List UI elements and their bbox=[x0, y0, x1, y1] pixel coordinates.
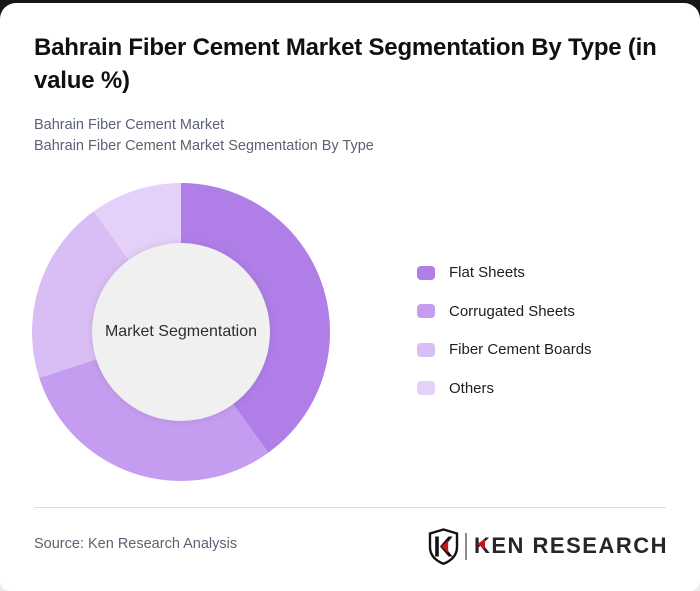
ken-research-logo: KEN RESEARCH bbox=[428, 527, 668, 565]
subtitle-line-2: Bahrain Fiber Cement Market Segmentation… bbox=[34, 138, 374, 154]
footer-divider bbox=[34, 507, 666, 508]
legend-label: Corrugated Sheets bbox=[449, 302, 575, 320]
legend-label: Others bbox=[449, 379, 495, 397]
legend-item: Corrugated Sheets bbox=[417, 302, 592, 320]
donut-center: Market Segmentation bbox=[92, 243, 270, 421]
shield-k-icon bbox=[428, 527, 459, 565]
page-title: Bahrain Fiber Cement Market Segmentation… bbox=[34, 34, 657, 94]
donut-chart: Market Segmentation bbox=[32, 183, 330, 481]
legend-label: Flat Sheets bbox=[449, 264, 525, 281]
chart-card: Bahrain Fiber Cement Market Segmentation… bbox=[0, 3, 700, 591]
logo-k-triangle-icon bbox=[476, 539, 485, 549]
legend-item: Flat Sheets bbox=[417, 264, 592, 281]
chart-legend: Flat Sheets Corrugated Sheets Fiber Ceme… bbox=[417, 264, 592, 419]
legend-swatch bbox=[417, 342, 435, 357]
legend-item: Others bbox=[417, 379, 592, 397]
legend-item: Fiber Cement Boards bbox=[417, 341, 592, 358]
chart-subtitle: Bahrain Fiber Cement Market Bahrain Fibe… bbox=[34, 115, 374, 157]
legend-swatch bbox=[417, 265, 435, 280]
legend-swatch bbox=[417, 381, 435, 395]
donut-center-label: Market Segmentation bbox=[104, 323, 258, 340]
legend-label: Fiber Cement Boards bbox=[449, 341, 592, 358]
subtitle-line-1: Bahrain Fiber Cement Market bbox=[34, 117, 225, 133]
source-text: Source: Ken Research Analysis bbox=[34, 536, 238, 552]
logo-wordmark: KEN RESEARCH bbox=[473, 533, 668, 558]
legend-swatch bbox=[417, 304, 435, 318]
logo-divider bbox=[464, 532, 467, 560]
